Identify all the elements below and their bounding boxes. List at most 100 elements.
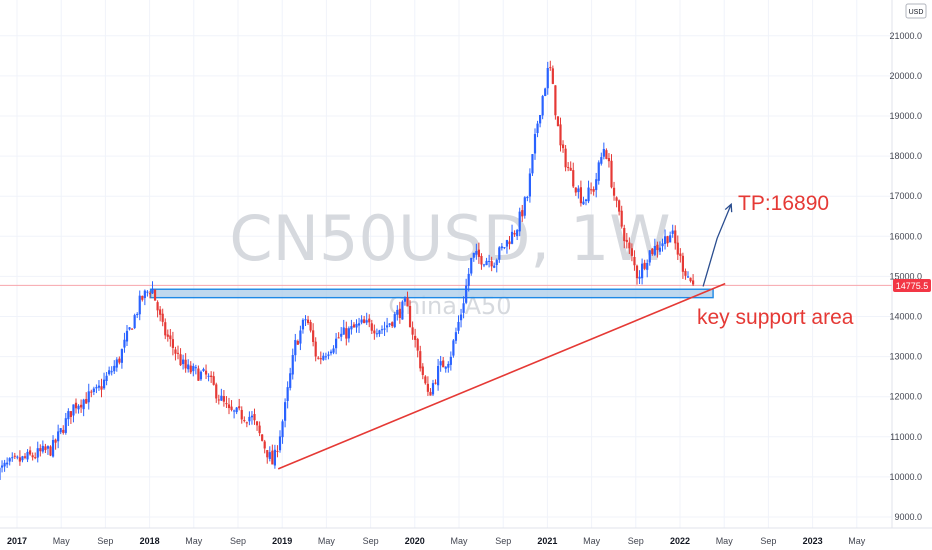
candle-body [378, 330, 381, 335]
candle-body [192, 365, 195, 372]
target-annotation[interactable]: TP:16890 [738, 192, 829, 215]
candle-body [62, 429, 65, 433]
time-tick-label: May [450, 536, 468, 546]
candle-body [141, 295, 144, 300]
candle-body [327, 354, 330, 356]
candle-body [230, 406, 233, 410]
candle-body [490, 261, 493, 267]
candle-body [607, 158, 611, 162]
candle-body [475, 250, 478, 255]
candle-body [681, 255, 684, 272]
candle-body [623, 228, 626, 242]
candle-body [584, 199, 588, 201]
candle-body [416, 339, 419, 351]
candle-body [225, 403, 228, 405]
candle-body [447, 363, 450, 368]
candle-body [85, 398, 88, 404]
candle-body [528, 173, 531, 197]
candlestick-series [0, 60, 695, 480]
candle-body [419, 351, 422, 369]
candle-body [299, 330, 302, 344]
candle-body [261, 434, 264, 441]
candle-body [444, 366, 447, 369]
candle-body [314, 341, 317, 357]
price-tick-label: 17000.0 [889, 191, 922, 201]
candle-body [628, 242, 631, 249]
candle-body [602, 148, 605, 157]
candle-body [526, 196, 529, 199]
trendline[interactable] [277, 282, 726, 470]
candle-body [643, 262, 646, 269]
candle-body [556, 116, 560, 127]
candle-body [656, 244, 659, 251]
candle-body [317, 357, 320, 359]
support-zone[interactable] [149, 288, 714, 299]
projection-path[interactable] [702, 203, 732, 287]
candle-body [39, 448, 42, 452]
time-tick-label: Sep [97, 536, 113, 546]
candle-body [679, 253, 682, 256]
candle-body [0, 465, 4, 468]
candle-body [278, 436, 282, 451]
candle-body [579, 187, 582, 204]
time-axis-panel [0, 528, 892, 550]
candle-body [319, 358, 322, 360]
candle-body [612, 187, 616, 196]
candle-body [648, 250, 651, 263]
candle-body [258, 425, 261, 434]
candle-body [510, 231, 514, 244]
candle-body [306, 319, 310, 324]
candle-body [493, 265, 496, 268]
candle-body [357, 323, 361, 326]
price-axis[interactable]: 9000.0 10000.0 11000.0 12000.0 13000.0 14000.… [889, 31, 922, 522]
candle-body [337, 337, 340, 339]
candle-body [95, 387, 98, 389]
candle-body [92, 388, 95, 393]
candle-body [360, 319, 363, 323]
candle-body [102, 379, 106, 389]
time-tick-label: 2020 [405, 536, 425, 546]
candle-body [459, 314, 463, 321]
candle-body [386, 325, 389, 328]
candle-body [370, 323, 373, 331]
candle-body [582, 201, 585, 205]
candle-body [329, 351, 333, 354]
candle-body [363, 319, 366, 324]
candle-body [638, 276, 641, 279]
time-tick-label: May [185, 536, 203, 546]
candle-body [345, 328, 348, 339]
last-price-label: 14775.5 [896, 281, 929, 291]
candle-body [518, 211, 521, 232]
candle-body [133, 315, 136, 329]
candle-body [110, 371, 113, 373]
candle-body [600, 157, 603, 164]
candle-body [546, 67, 549, 89]
candle-body [692, 280, 695, 285]
candle-body [146, 291, 149, 293]
candle-body [72, 404, 75, 416]
candle-body [324, 356, 327, 358]
candle-body [207, 375, 210, 377]
candle-body [243, 420, 246, 422]
candle-body [434, 382, 437, 384]
candle-body [383, 328, 386, 330]
candle-body [212, 376, 215, 385]
candle-body [176, 352, 180, 354]
currency-label: USD [909, 9, 924, 16]
price-tick-label: 21000.0 [889, 31, 922, 41]
candle-body [82, 399, 85, 410]
candle-body [671, 230, 674, 234]
candle-body [296, 340, 299, 345]
candle-body [592, 189, 595, 192]
support-annotation[interactable]: key support area [697, 306, 854, 329]
currency-badge[interactable]: USD [905, 3, 927, 19]
candle-body [373, 330, 376, 334]
candle-body [153, 289, 157, 301]
candle-body [182, 359, 185, 365]
candle-body [676, 242, 679, 255]
time-axis[interactable]: 2017 May Sep 2018 May Sep 2019 May Sep 2020 May Sep… [7, 536, 866, 546]
candle-body [217, 399, 220, 401]
candle-body [245, 422, 248, 424]
candle-body [620, 210, 623, 227]
